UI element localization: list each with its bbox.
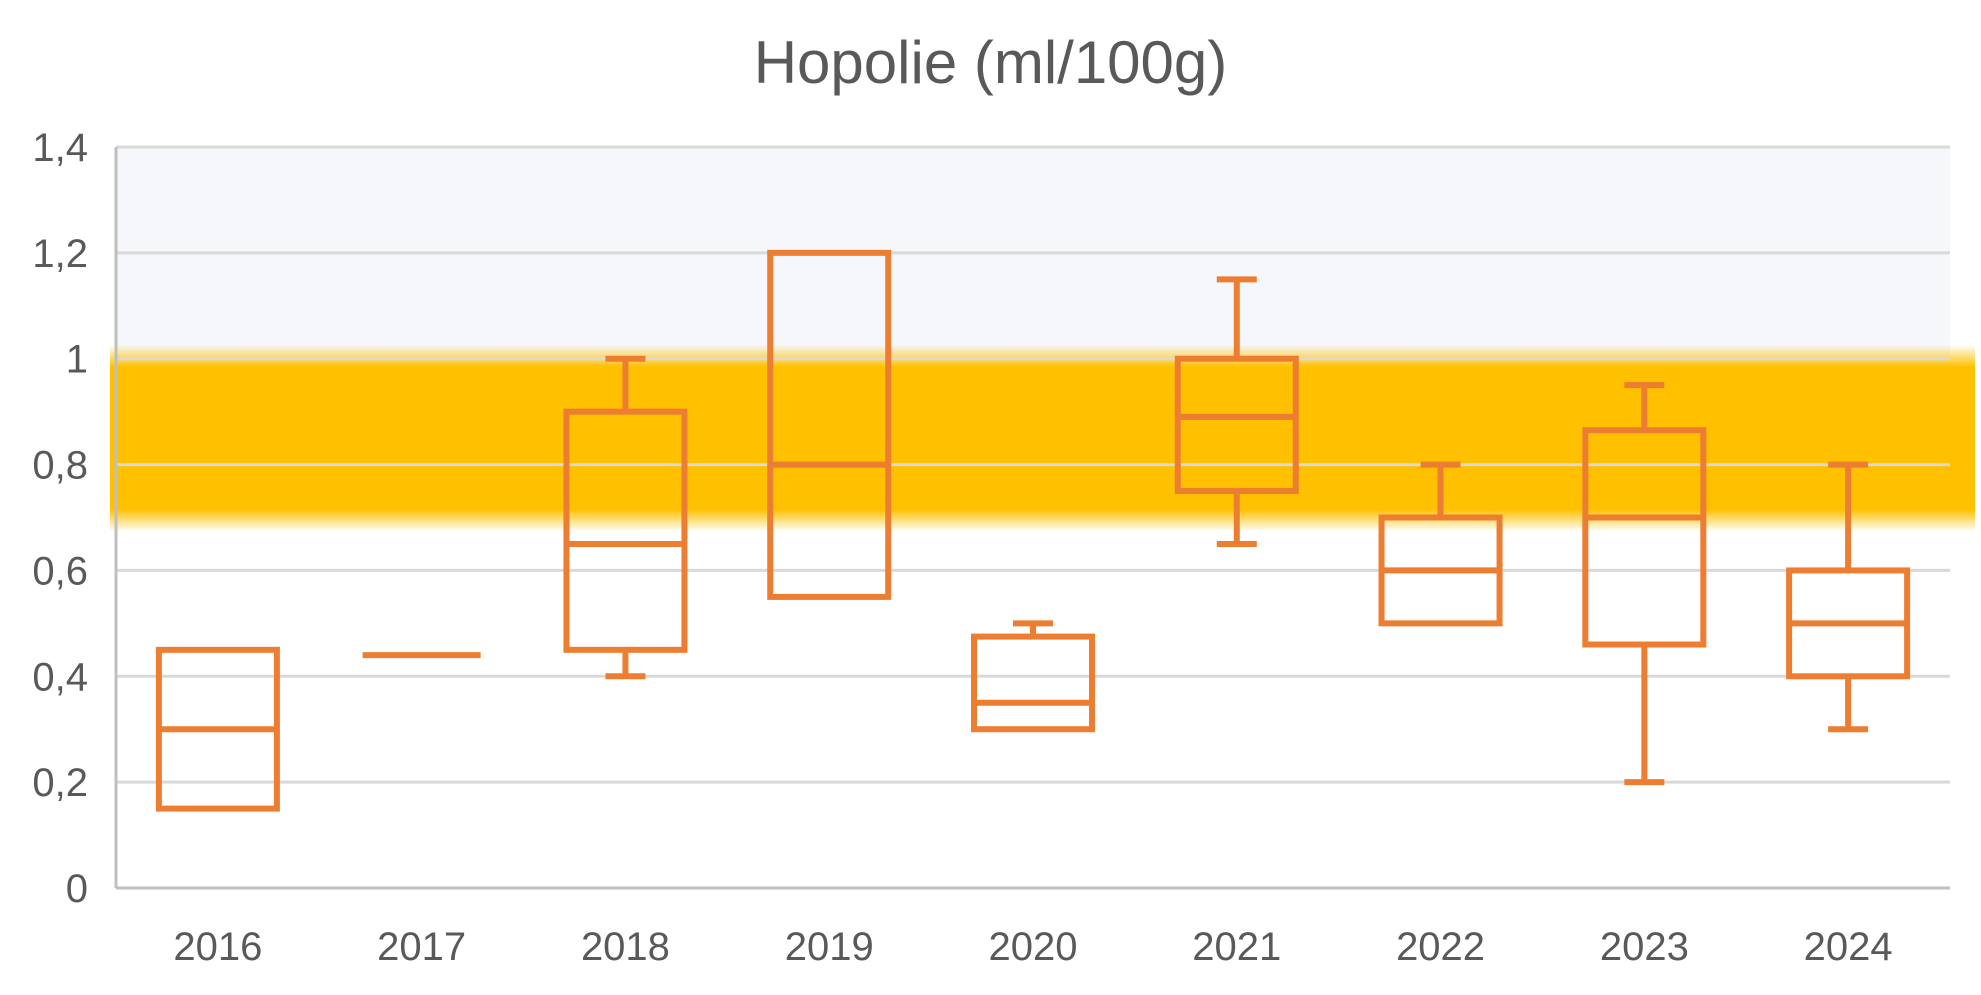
y-tick-label: 0 [66, 867, 88, 911]
box-plot-2020 [971, 620, 1095, 733]
box-plot-2019 [767, 249, 892, 600]
box-plot-2016 [155, 646, 280, 812]
x-tick-label: 2023 [1600, 925, 1689, 969]
x-tick-label: 2024 [1804, 925, 1893, 969]
x-tick-label: 2016 [173, 925, 262, 969]
chart-title: Hopolie (ml/100g) [753, 29, 1228, 96]
box-body [767, 249, 892, 600]
y-tick-label: 0,4 [32, 655, 88, 699]
x-tick-label: 2021 [1192, 925, 1281, 969]
x-tick-label: 2022 [1396, 925, 1485, 969]
x-tick-label: 2020 [989, 925, 1078, 969]
box-plot-2022 [1378, 461, 1503, 627]
x-tick-label: 2017 [377, 925, 466, 969]
y-tick-label: 0,2 [32, 761, 88, 805]
x-tick-label: 2018 [581, 925, 670, 969]
x-tick-label: 2019 [785, 925, 874, 969]
box-plot-2023 [1582, 382, 1707, 786]
y-tick-label: 1 [66, 338, 88, 382]
box-plot-2021 [1174, 276, 1299, 547]
box-plot-2024 [1786, 461, 1911, 733]
y-tick-label: 0,8 [32, 444, 88, 488]
box-body [971, 633, 1095, 733]
box-plot-2018 [563, 355, 688, 680]
y-tick-label: 0,6 [32, 549, 88, 593]
y-tick-label: 1,4 [32, 126, 88, 170]
target-band [110, 344, 1975, 532]
y-tick-label: 1,2 [32, 232, 88, 276]
